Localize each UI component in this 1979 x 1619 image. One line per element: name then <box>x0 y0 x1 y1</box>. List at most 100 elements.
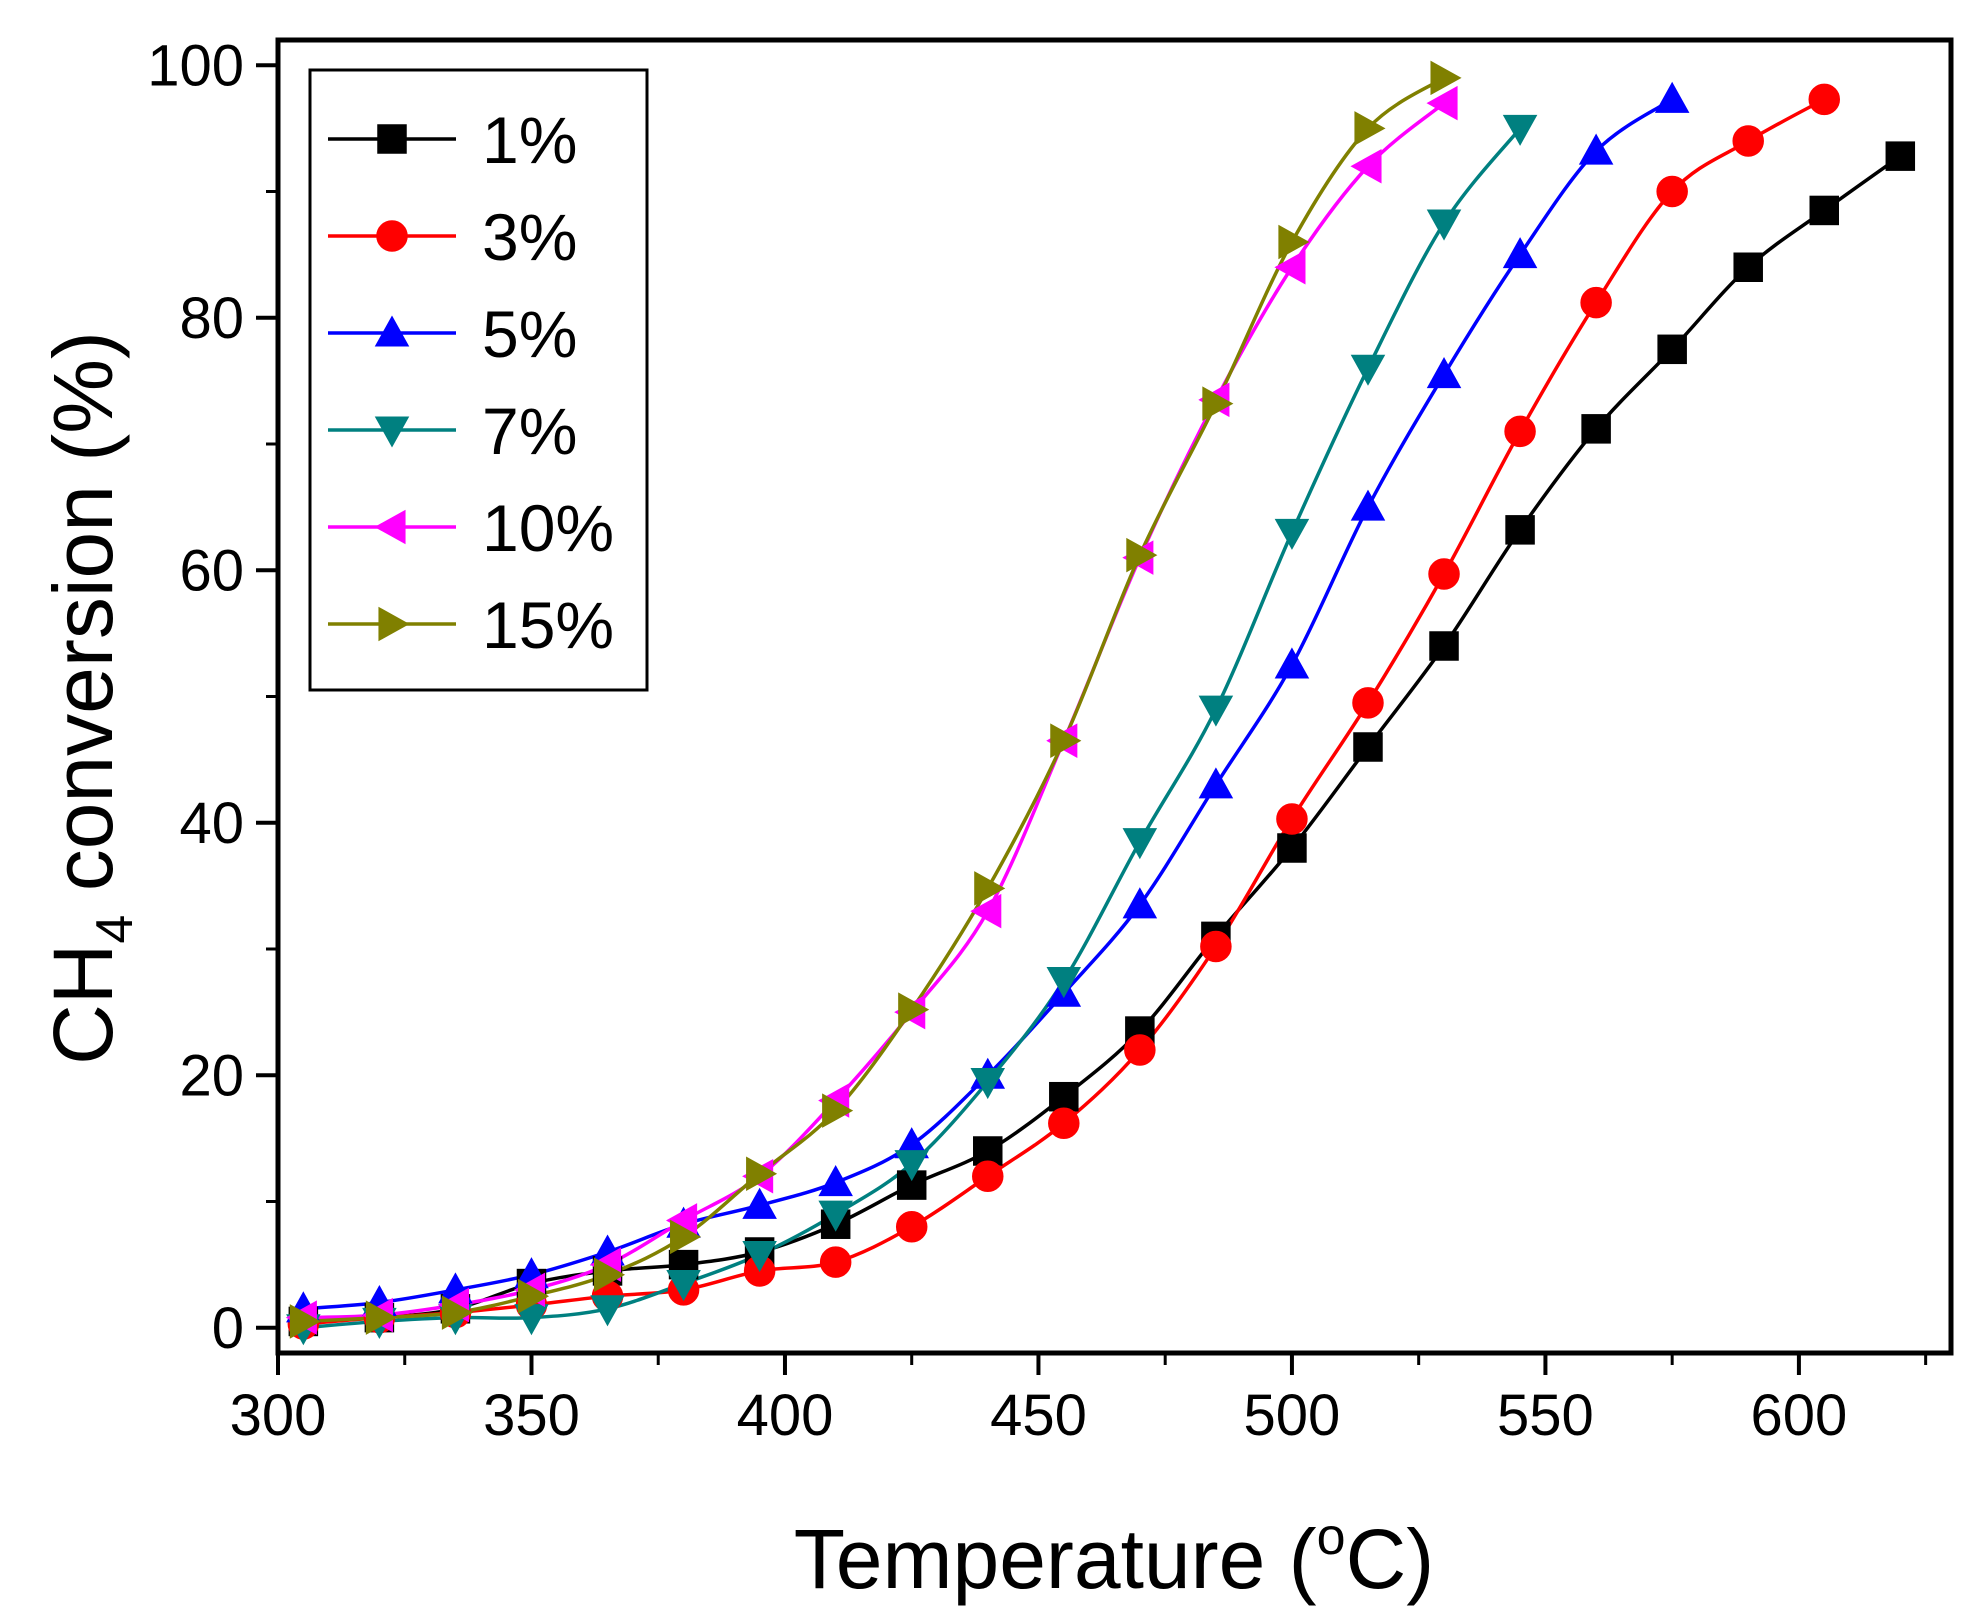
data-point <box>974 871 1006 906</box>
data-point <box>1353 732 1383 762</box>
data-point <box>1654 81 1690 113</box>
x-axis-ticks: 300 350 400 450 500 550 600 <box>230 1353 1928 1448</box>
legend-label: 3% <box>482 200 577 274</box>
y-axis-title-end: conversion (%) <box>36 331 130 915</box>
data-point <box>894 1150 929 1182</box>
x-tick-label: 400 <box>737 1383 834 1448</box>
data-point <box>1732 125 1764 157</box>
data-point <box>1050 723 1082 758</box>
y-tick-label: 40 <box>179 791 244 856</box>
y-tick-label: 80 <box>179 286 244 351</box>
x-axis-title-main: Temperature ( <box>794 1512 1317 1606</box>
x-tick-label: 300 <box>230 1383 327 1448</box>
data-point <box>1274 518 1310 550</box>
data-point <box>1124 1034 1156 1066</box>
data-point <box>1885 141 1916 171</box>
data-point <box>742 1187 777 1219</box>
data-point <box>1429 631 1459 661</box>
data-point <box>742 1240 777 1273</box>
data-point <box>1426 357 1462 389</box>
x-axis-title: Temperature (oC) <box>794 1508 1434 1606</box>
data-point <box>1426 85 1458 121</box>
data-point <box>289 1304 321 1339</box>
data-point <box>818 1165 853 1197</box>
data-point <box>1354 111 1386 146</box>
legend-marker <box>376 220 408 252</box>
legend-marker <box>374 509 406 545</box>
legend-marker <box>377 124 407 154</box>
data-point <box>895 1211 928 1243</box>
y-tick-label: 100 <box>147 33 244 98</box>
data-point <box>1657 334 1687 365</box>
data-point <box>1578 133 1614 165</box>
data-point <box>1277 833 1307 863</box>
series-markers <box>285 60 1916 1346</box>
data-point <box>365 1300 397 1335</box>
legend-label: 15% <box>482 588 614 662</box>
data-point <box>1350 354 1386 386</box>
data-point <box>1580 286 1612 319</box>
data-point <box>590 1295 625 1327</box>
data-point <box>1808 83 1841 116</box>
data-point <box>1049 1081 1079 1112</box>
data-point <box>1046 967 1082 999</box>
data-point <box>1502 237 1538 269</box>
data-point <box>1200 930 1232 963</box>
legend-label: 10% <box>482 491 614 565</box>
data-point <box>970 1068 1006 1100</box>
data-point <box>593 1257 626 1292</box>
data-point <box>1352 687 1384 719</box>
y-axis-title-subscript: 4 <box>86 915 144 944</box>
data-point <box>1733 252 1763 282</box>
data-point <box>819 1246 852 1278</box>
data-point <box>670 1219 702 1255</box>
data-point <box>1126 537 1158 573</box>
y-axis-title-main: CH <box>36 944 130 1065</box>
x-tick-label: 450 <box>990 1383 1087 1448</box>
x-tick-label: 500 <box>1244 1383 1341 1448</box>
data-point <box>746 1156 778 1191</box>
legend: 1% 3% 5% 7% 10% 15% <box>308 68 649 692</box>
legend-label: 7% <box>482 394 577 468</box>
legend-items: 1% 3% 5% 7% 10% 15% <box>328 103 614 662</box>
legend-box <box>308 68 649 692</box>
data-point <box>822 1093 854 1128</box>
y-axis-title: CH4 conversion (%) <box>36 331 144 1065</box>
data-point <box>970 893 1002 929</box>
data-point <box>1198 695 1234 727</box>
data-point <box>1505 515 1535 545</box>
legend-label: 1% <box>482 103 577 177</box>
x-axis-title-end: C) <box>1346 1512 1435 1606</box>
x-axis-title-superscript: o <box>1317 1508 1346 1566</box>
x-tick-label: 600 <box>1751 1383 1848 1448</box>
data-point <box>1428 558 1460 590</box>
data-point <box>1350 148 1382 184</box>
data-point <box>441 1295 473 1330</box>
x-tick-label: 550 <box>1497 1383 1594 1448</box>
data-point <box>1426 209 1462 241</box>
legend-marker <box>374 416 410 448</box>
data-point <box>973 1136 1003 1166</box>
data-point <box>1276 803 1308 835</box>
data-point <box>1198 767 1234 799</box>
data-point <box>1274 647 1310 679</box>
data-point <box>1202 386 1234 421</box>
x-tick-label: 350 <box>483 1383 580 1448</box>
data-point <box>972 1160 1004 1192</box>
data-point <box>1809 195 1840 226</box>
y-tick-label: 0 <box>212 1296 244 1361</box>
data-point <box>818 1200 853 1232</box>
data-point <box>666 1270 701 1302</box>
data-point <box>1502 114 1538 146</box>
data-point <box>1278 224 1310 260</box>
data-point <box>1430 60 1462 96</box>
data-point <box>1350 489 1386 521</box>
data-point <box>1274 249 1306 285</box>
y-axis-ticks: 0 20 40 60 80 100 <box>147 33 278 1361</box>
y-tick-label: 20 <box>179 1043 244 1108</box>
legend-label: 5% <box>482 297 577 371</box>
legend-marker <box>374 315 410 347</box>
data-point <box>1122 828 1158 860</box>
